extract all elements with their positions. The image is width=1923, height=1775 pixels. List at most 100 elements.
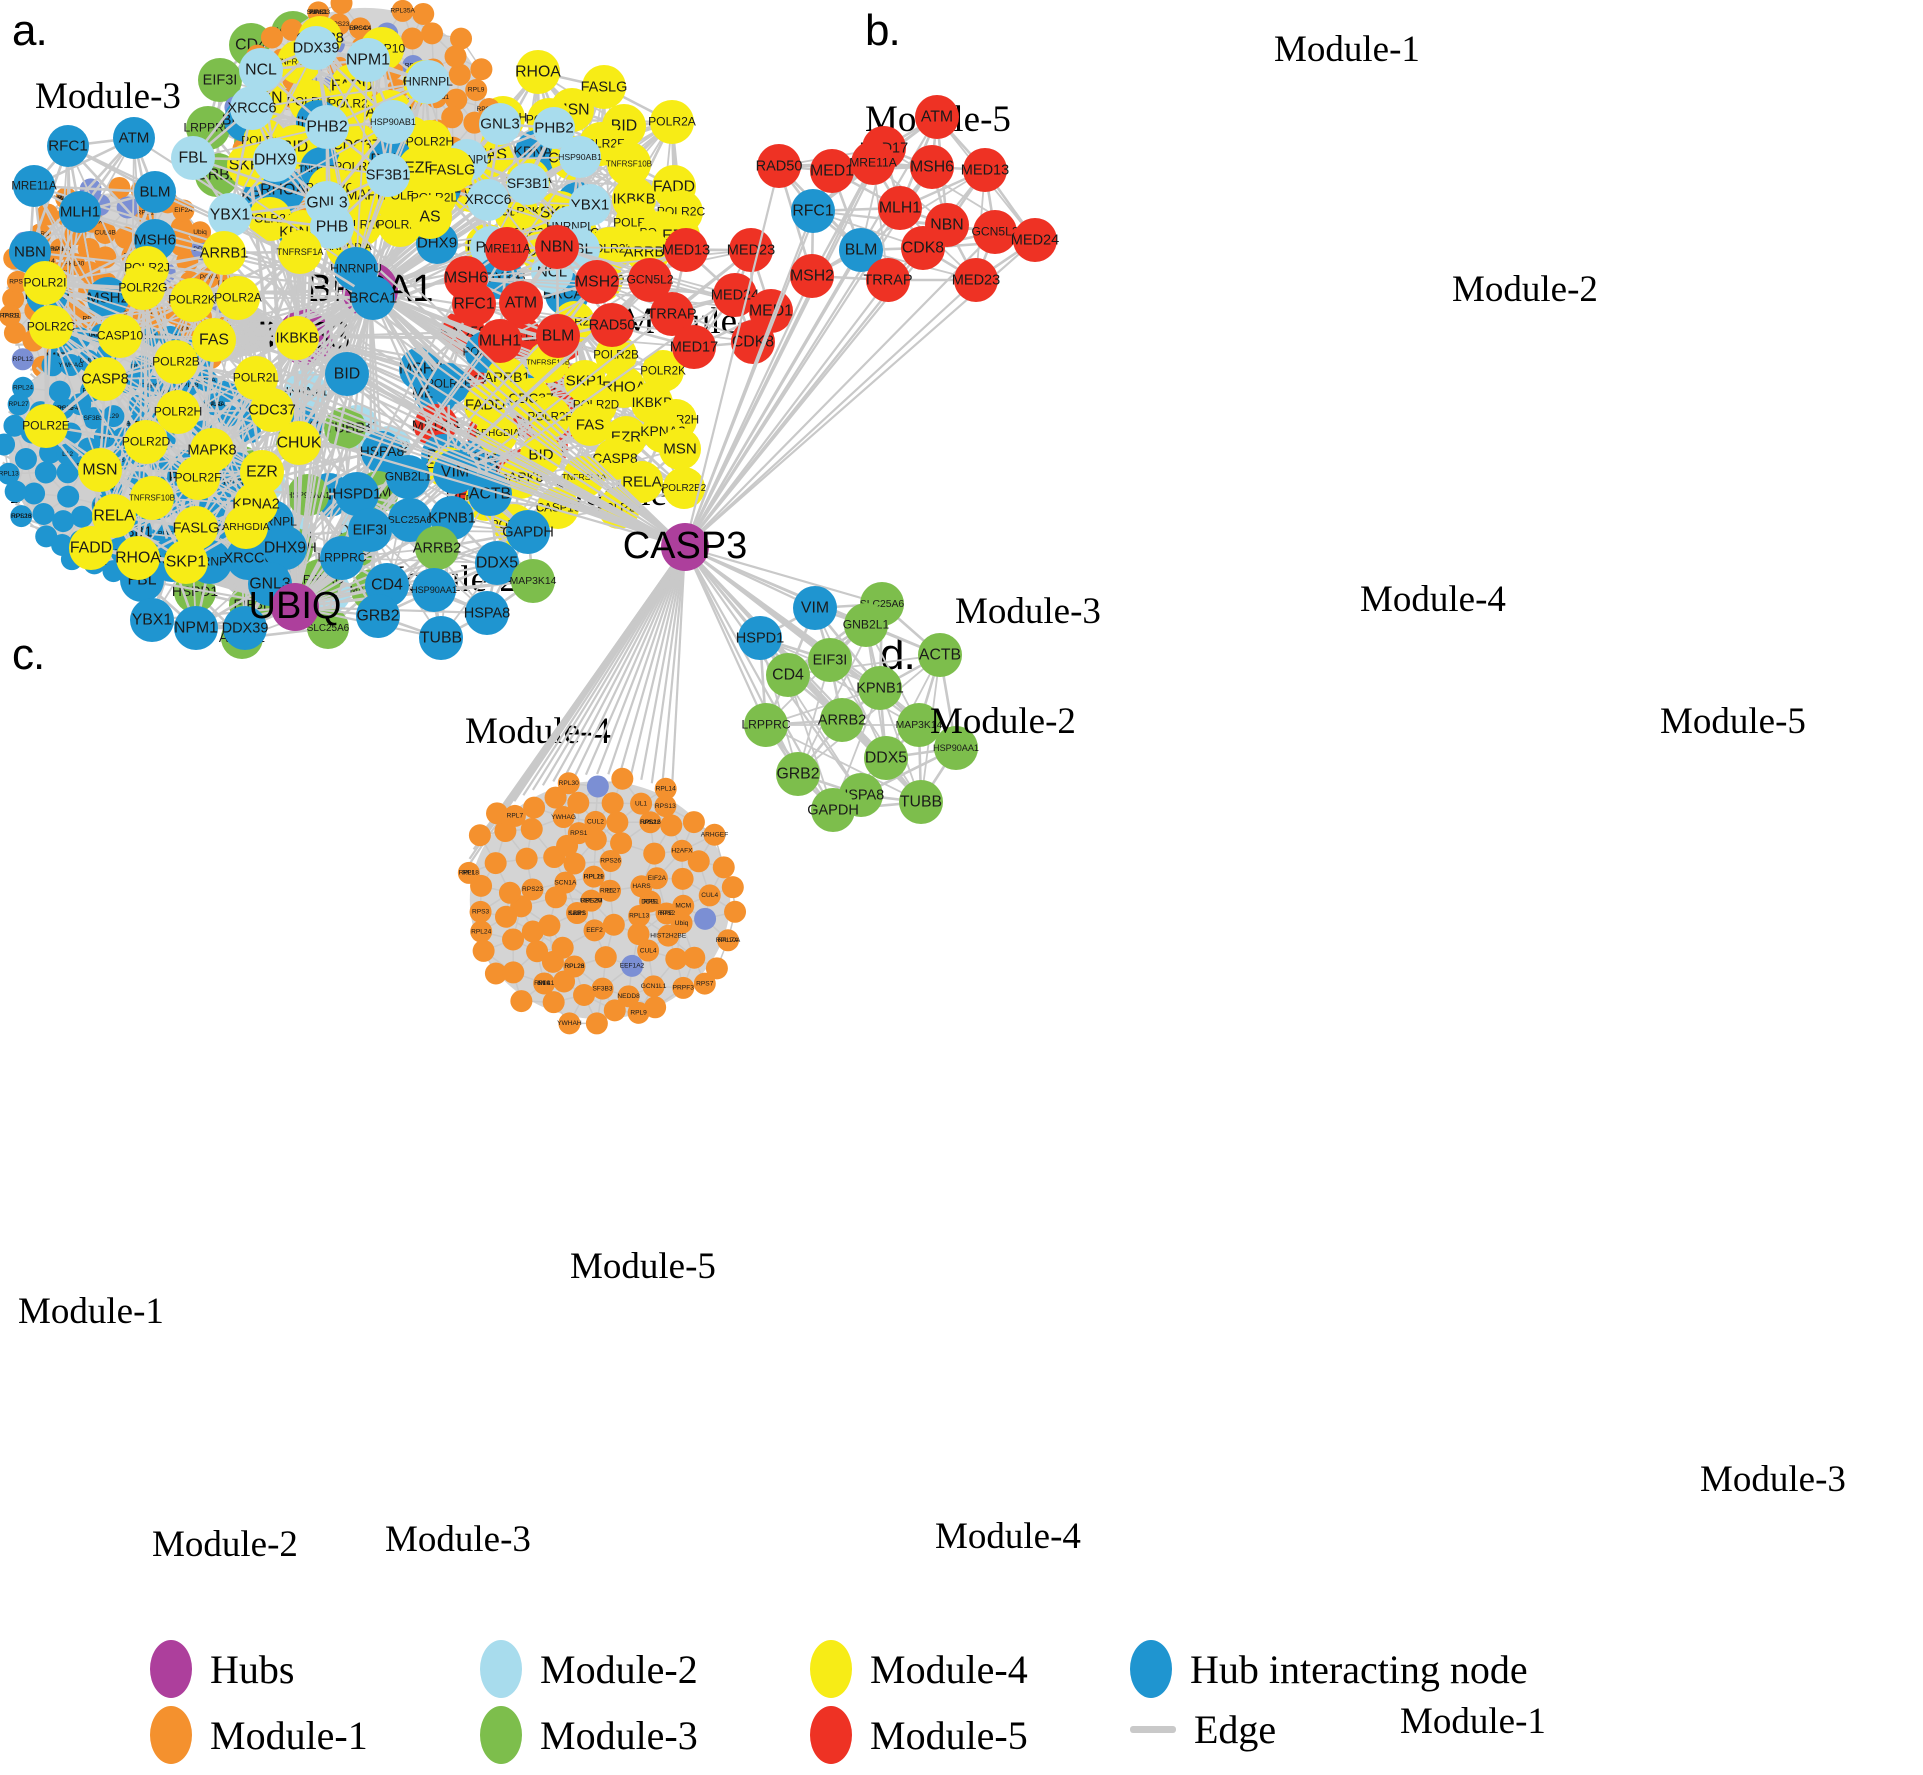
gene-node[interactable]: YBX1 [208, 193, 252, 237]
gene-node[interactable] [643, 842, 666, 865]
gene-node[interactable] [602, 913, 625, 936]
gene-node[interactable]: GRB2 [776, 752, 820, 796]
gene-node[interactable]: EIF3I [198, 58, 242, 102]
gene-node[interactable] [523, 796, 546, 819]
gene-node[interactable]: DHX9 [253, 138, 297, 182]
gene-node[interactable] [412, 2, 435, 25]
gene-node[interactable] [542, 991, 565, 1014]
gene-node[interactable]: TNFRSF10B [606, 142, 652, 186]
gene-node[interactable] [421, 22, 444, 45]
gene-node[interactable]: HSP90AB1 [558, 136, 602, 178]
gene-node[interactable] [448, 63, 471, 86]
gene-node[interactable]: NPM1 [346, 38, 390, 82]
gene-node[interactable] [594, 946, 617, 969]
gene-node[interactable]: EIF3I [348, 508, 392, 552]
gene-node[interactable]: XRCC6 [465, 179, 512, 221]
gene-node[interactable] [3, 414, 26, 437]
gene-node[interactable] [682, 811, 705, 834]
gene-node[interactable] [502, 928, 525, 951]
gene-node[interactable]: ACTB [918, 633, 962, 677]
gene-node[interactable] [34, 461, 57, 484]
gene-node[interactable]: LRPPRC [317, 536, 367, 580]
gene-node[interactable]: BLM [536, 314, 580, 358]
gene-node[interactable] [3, 321, 26, 344]
gene-node[interactable]: HSPD1 [333, 472, 381, 516]
gene-node[interactable]: ATM [499, 281, 543, 325]
gene-node[interactable]: CDK8 [901, 226, 945, 270]
gene-node[interactable] [10, 505, 33, 528]
gene-node[interactable]: MAP3K14 [510, 559, 557, 603]
gene-node[interactable] [12, 376, 35, 399]
gene-node[interactable]: ATM [113, 117, 155, 159]
gene-node[interactable]: POLR2I [23, 261, 67, 305]
gene-node[interactable]: MED13 [662, 228, 710, 272]
gene-node[interactable] [484, 852, 507, 875]
gene-node[interactable] [7, 393, 30, 416]
gene-node[interactable]: BLM [134, 171, 176, 213]
gene-node[interactable]: MED17 [670, 325, 718, 369]
gene-node[interactable] [450, 27, 473, 50]
gene-node[interactable] [510, 990, 533, 1013]
gene-node[interactable] [0, 433, 16, 456]
gene-node[interactable] [57, 485, 80, 508]
gene-node[interactable] [705, 957, 728, 980]
gene-node[interactable]: ATM [915, 95, 959, 139]
gene-node[interactable]: AS [408, 195, 452, 239]
hub-node[interactable]: CASP3 [623, 523, 748, 571]
gene-node[interactable] [108, 176, 131, 199]
gene-node[interactable]: DHX9 [263, 526, 307, 570]
gene-node[interactable] [671, 867, 694, 890]
gene-node[interactable]: GAPDH [502, 510, 554, 554]
gene-node[interactable] [551, 936, 574, 959]
gene-node[interactable]: EIF3I [808, 638, 852, 682]
gene-node[interactable] [0, 304, 22, 327]
gene-node[interactable]: FADD [69, 526, 113, 570]
gene-node[interactable]: POLR2A [648, 100, 697, 144]
gene-node[interactable]: NBN [535, 225, 579, 269]
gene-node[interactable] [70, 505, 93, 528]
gene-node[interactable] [526, 940, 549, 963]
gene-node[interactable] [627, 923, 650, 946]
gene-node[interactable]: DDX39 [222, 606, 269, 650]
gene-node[interactable] [585, 1012, 608, 1035]
gene-node[interactable] [601, 792, 624, 815]
gene-node[interactable] [468, 824, 491, 847]
gene-node[interactable] [665, 947, 688, 970]
gene-node[interactable]: SF3B1 [366, 153, 410, 197]
gene-node[interactable]: MSN [78, 448, 122, 492]
gene-node[interactable]: YBX1 [130, 598, 174, 642]
gene-node[interactable] [441, 106, 464, 129]
gene-node[interactable] [56, 461, 79, 484]
gene-node[interactable]: SF3B1 [507, 163, 550, 205]
gene-node[interactable] [660, 814, 683, 837]
gene-node[interactable]: FAS [569, 404, 611, 446]
gene-node[interactable]: GNB2L1 [385, 455, 432, 499]
gene-node[interactable]: MRE11A [483, 227, 532, 271]
gene-node[interactable]: MSH2 [575, 260, 619, 304]
gene-node[interactable] [23, 482, 46, 505]
gene-node[interactable] [6, 270, 29, 293]
gene-node[interactable]: MSH2 [790, 254, 834, 298]
gene-node[interactable] [14, 448, 37, 471]
gene-node[interactable] [712, 856, 735, 879]
gene-node[interactable] [189, 221, 212, 244]
gene-node[interactable] [445, 88, 468, 111]
gene-node[interactable]: SKP1 [164, 540, 208, 584]
gene-node[interactable]: IKBKB [275, 316, 319, 360]
gene-node[interactable]: MRE11A [11, 165, 57, 207]
gene-node[interactable] [0, 462, 20, 485]
gene-node[interactable] [494, 905, 517, 928]
gene-node[interactable]: RFC1 [452, 282, 496, 326]
gene-node[interactable]: RFC1 [791, 189, 835, 233]
gene-node[interactable]: DDX5 [475, 541, 519, 585]
gene-node[interactable]: VIM [793, 586, 837, 630]
gene-node[interactable] [538, 914, 561, 937]
gene-node[interactable] [470, 58, 493, 81]
gene-node[interactable] [611, 767, 634, 790]
gene-node[interactable] [11, 348, 34, 371]
gene-node[interactable] [280, 18, 303, 41]
gene-node[interactable] [4, 480, 27, 503]
gene-node[interactable] [498, 881, 521, 904]
gene-node[interactable] [52, 510, 75, 533]
gene-node[interactable]: MLH1 [59, 191, 101, 233]
